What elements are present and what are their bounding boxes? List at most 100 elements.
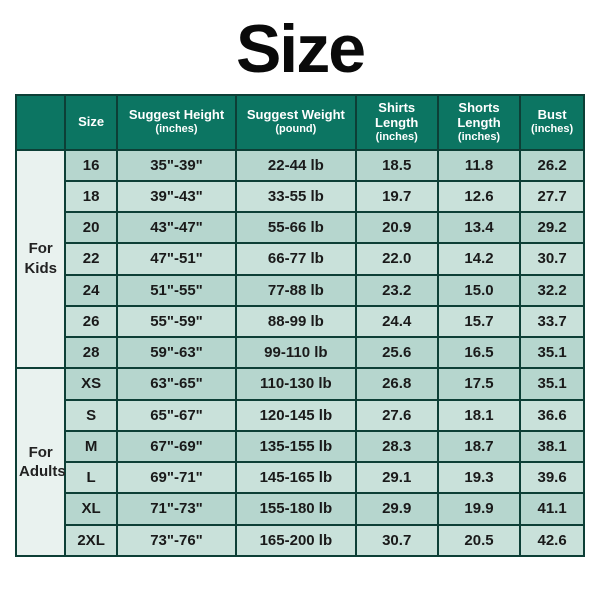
cell-shirt: 19.7 <box>356 181 438 212</box>
cell-short: 18.1 <box>438 400 520 431</box>
cell-weight: 77-88 lb <box>236 275 355 306</box>
table-row: 2043"-47"55-66 lb20.913.429.2 <box>16 212 584 243</box>
table-row: L69"-71"145-165 lb29.119.339.6 <box>16 462 584 493</box>
cell-size: 24 <box>65 275 116 306</box>
cell-shirt: 18.5 <box>356 150 438 181</box>
cell-size: XL <box>65 493 116 524</box>
group-label: ForKids <box>16 150 65 369</box>
col-group <box>16 95 65 150</box>
table-row: 2XL73"-76"165-200 lb30.720.542.6 <box>16 525 584 556</box>
cell-weight: 88-99 lb <box>236 306 355 337</box>
cell-short: 14.2 <box>438 243 520 274</box>
cell-shirt: 29.1 <box>356 462 438 493</box>
col-size: Size <box>65 95 116 150</box>
cell-shirt: 22.0 <box>356 243 438 274</box>
cell-bust: 41.1 <box>520 493 584 524</box>
page-title: Size <box>236 10 364 88</box>
table-row: 2451"-55"77-88 lb23.215.032.2 <box>16 275 584 306</box>
cell-size: S <box>65 400 116 431</box>
cell-bust: 35.1 <box>520 337 584 368</box>
cell-shirt: 25.6 <box>356 337 438 368</box>
cell-height: 51"-55" <box>117 275 236 306</box>
cell-bust: 36.6 <box>520 400 584 431</box>
size-chart-table: Size Suggest Height(inches) Suggest Weig… <box>15 94 585 557</box>
cell-short: 18.7 <box>438 431 520 462</box>
cell-size: 20 <box>65 212 116 243</box>
cell-size: 18 <box>65 181 116 212</box>
table-row: 1839"-43"33-55 lb19.712.627.7 <box>16 181 584 212</box>
cell-size: M <box>65 431 116 462</box>
cell-weight: 22-44 lb <box>236 150 355 181</box>
cell-size: 16 <box>65 150 116 181</box>
cell-bust: 38.1 <box>520 431 584 462</box>
cell-height: 63"-65" <box>117 368 236 399</box>
group-label: ForAdults <box>16 368 65 556</box>
cell-height: 43"-47" <box>117 212 236 243</box>
cell-short: 12.6 <box>438 181 520 212</box>
table-row: XL71"-73"155-180 lb29.919.941.1 <box>16 493 584 524</box>
cell-height: 71"-73" <box>117 493 236 524</box>
cell-shirt: 28.3 <box>356 431 438 462</box>
table-row: 2859"-63"99-110 lb25.616.535.1 <box>16 337 584 368</box>
cell-weight: 55-66 lb <box>236 212 355 243</box>
cell-weight: 110-130 lb <box>236 368 355 399</box>
cell-shirt: 23.2 <box>356 275 438 306</box>
cell-bust: 33.7 <box>520 306 584 337</box>
cell-shirt: 20.9 <box>356 212 438 243</box>
cell-shirt: 26.8 <box>356 368 438 399</box>
cell-short: 17.5 <box>438 368 520 399</box>
cell-short: 13.4 <box>438 212 520 243</box>
header-row: Size Suggest Height(inches) Suggest Weig… <box>16 95 584 150</box>
cell-size: XS <box>65 368 116 399</box>
cell-bust: 26.2 <box>520 150 584 181</box>
table-row: M67"-69"135-155 lb28.318.738.1 <box>16 431 584 462</box>
col-bust: Bust(inches) <box>520 95 584 150</box>
col-height: Suggest Height(inches) <box>117 95 236 150</box>
cell-weight: 165-200 lb <box>236 525 355 556</box>
cell-short: 15.0 <box>438 275 520 306</box>
cell-short: 20.5 <box>438 525 520 556</box>
table-row: 2247"-51"66-77 lb22.014.230.7 <box>16 243 584 274</box>
cell-weight: 33-55 lb <box>236 181 355 212</box>
cell-height: 67"-69" <box>117 431 236 462</box>
cell-weight: 120-145 lb <box>236 400 355 431</box>
cell-height: 69"-71" <box>117 462 236 493</box>
cell-weight: 145-165 lb <box>236 462 355 493</box>
cell-size: 28 <box>65 337 116 368</box>
cell-short: 19.9 <box>438 493 520 524</box>
col-short: Shorts Length(inches) <box>438 95 520 150</box>
cell-shirt: 24.4 <box>356 306 438 337</box>
cell-weight: 99-110 lb <box>236 337 355 368</box>
cell-height: 35"-39" <box>117 150 236 181</box>
cell-height: 39"-43" <box>117 181 236 212</box>
cell-short: 15.7 <box>438 306 520 337</box>
cell-size: L <box>65 462 116 493</box>
cell-shirt: 29.9 <box>356 493 438 524</box>
cell-shirt: 30.7 <box>356 525 438 556</box>
cell-size: 26 <box>65 306 116 337</box>
cell-size: 22 <box>65 243 116 274</box>
cell-height: 59"-63" <box>117 337 236 368</box>
col-weight: Suggest Weight(pound) <box>236 95 355 150</box>
cell-size: 2XL <box>65 525 116 556</box>
cell-bust: 42.6 <box>520 525 584 556</box>
cell-height: 73"-76" <box>117 525 236 556</box>
cell-bust: 29.2 <box>520 212 584 243</box>
cell-bust: 27.7 <box>520 181 584 212</box>
cell-short: 11.8 <box>438 150 520 181</box>
table-row: ForAdultsXS63"-65"110-130 lb26.817.535.1 <box>16 368 584 399</box>
table-row: 2655"-59"88-99 lb24.415.733.7 <box>16 306 584 337</box>
cell-height: 65"-67" <box>117 400 236 431</box>
cell-bust: 30.7 <box>520 243 584 274</box>
table-row: S65"-67"120-145 lb27.618.136.6 <box>16 400 584 431</box>
cell-height: 55"-59" <box>117 306 236 337</box>
cell-shirt: 27.6 <box>356 400 438 431</box>
cell-bust: 35.1 <box>520 368 584 399</box>
cell-weight: 66-77 lb <box>236 243 355 274</box>
cell-weight: 155-180 lb <box>236 493 355 524</box>
cell-height: 47"-51" <box>117 243 236 274</box>
cell-bust: 39.6 <box>520 462 584 493</box>
cell-bust: 32.2 <box>520 275 584 306</box>
table-row: ForKids1635"-39"22-44 lb18.511.826.2 <box>16 150 584 181</box>
col-shirt: Shirts Length(inches) <box>356 95 438 150</box>
